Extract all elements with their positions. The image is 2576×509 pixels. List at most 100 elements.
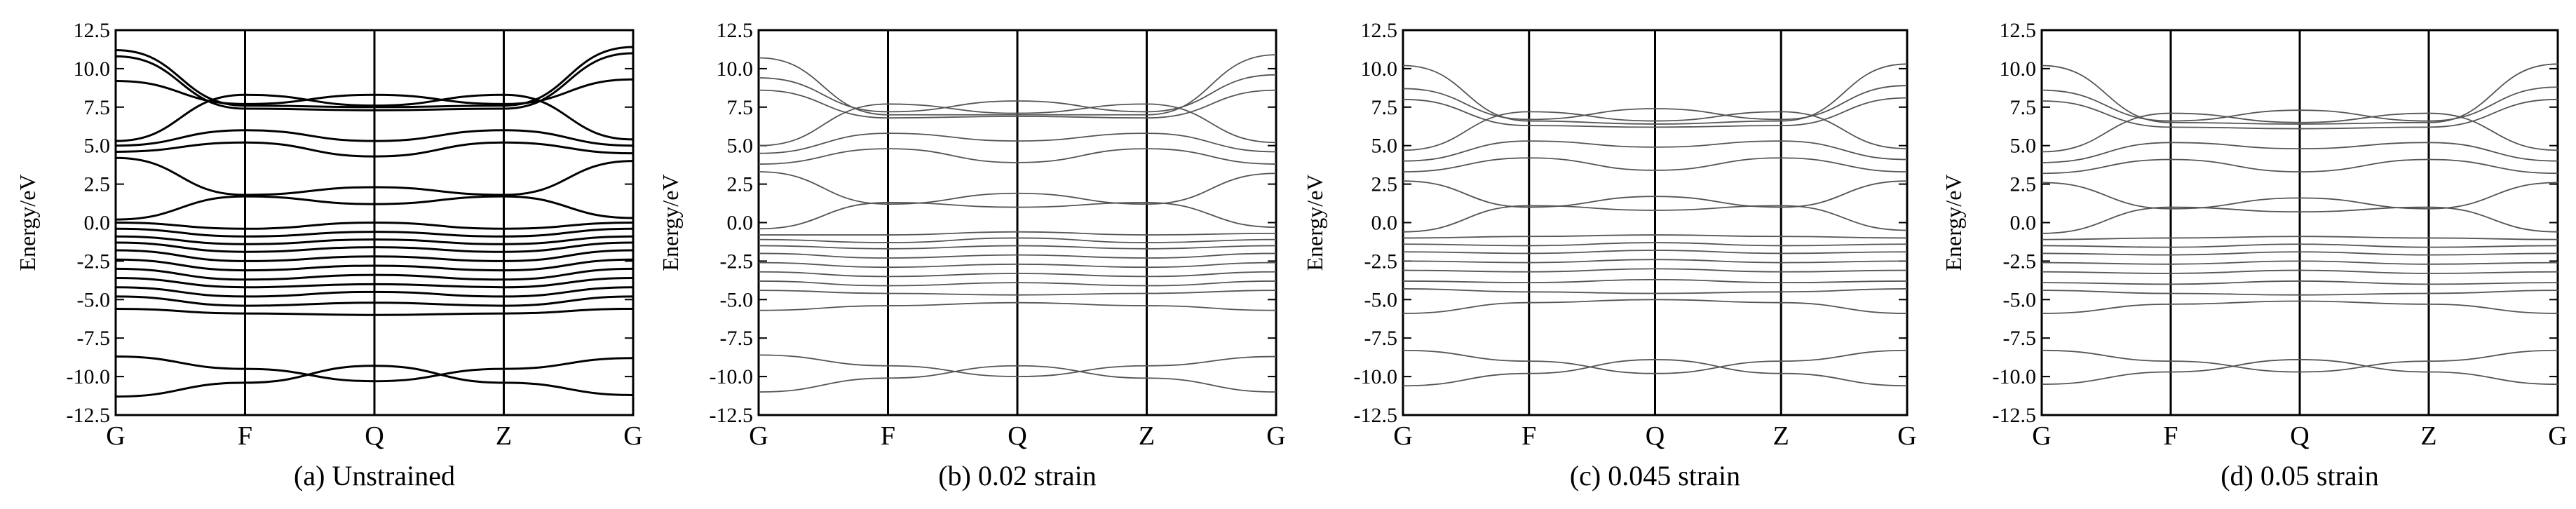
x-tick-label: Z (1139, 421, 1155, 451)
band-line-b6 (2041, 158, 2558, 175)
band-line-b10 (758, 237, 1277, 243)
band-line-b2 (2041, 86, 2558, 122)
y-tick-label: -2.5 (720, 250, 754, 273)
band-line-b20 (115, 355, 634, 383)
x-tick-label: Q (365, 421, 384, 451)
band-line-b14 (115, 258, 634, 272)
x-tick-label: G (1897, 421, 1916, 451)
y-tick-label: 7.5 (2010, 96, 2037, 119)
y-tick-label: -7.5 (1364, 327, 1398, 350)
panel-caption: (a) Unstrained (294, 460, 455, 491)
x-tick-label: G (623, 421, 642, 451)
band-line-b14 (758, 271, 1277, 278)
x-tick-label: G (1266, 421, 1285, 451)
band-line-b15 (115, 267, 634, 281)
y-tick-label: -5.0 (720, 288, 754, 311)
y-tick-label: 12.5 (1361, 19, 1398, 42)
band-line-b15 (2041, 290, 2558, 296)
panel-caption: (b) 0.02 strain (938, 460, 1097, 491)
band-line-b12 (758, 252, 1277, 259)
y-tick-label: -2.5 (77, 250, 111, 273)
x-tick-label: Q (1646, 421, 1665, 451)
x-tick-label: Z (496, 421, 512, 451)
y-tick-label: 7.5 (727, 96, 754, 119)
band-line-b4 (758, 103, 1277, 147)
y-tick-label: 5.0 (2010, 135, 2037, 158)
band-line-b7 (1402, 180, 1908, 208)
panel-1: 12.5 10.0 7.5 5.0 2.5 0.0 -2.5 -5.0 -7.5 -10.0 -12… (15, 19, 643, 491)
band-line-b11 (1402, 250, 1908, 254)
x-tick-label: F (881, 421, 895, 451)
y-tick-label: 0.0 (727, 212, 754, 235)
band-line-b7 (2041, 182, 2558, 210)
band-line-b14 (2041, 280, 2558, 285)
band-line-b10 (115, 227, 634, 238)
band-line-b12 (2041, 260, 2558, 265)
y-tick-label: 2.5 (84, 173, 111, 196)
band-line-b5 (758, 133, 1277, 154)
band-line-b12 (1402, 259, 1908, 264)
band-line-b8 (2041, 206, 2558, 234)
band-line-b12 (115, 241, 634, 253)
band-line-b4 (1402, 111, 1908, 151)
band-line-b17 (2041, 349, 2558, 373)
band-line-b17 (1402, 349, 1908, 374)
band-line-b5 (115, 129, 634, 147)
band-line-b13 (115, 249, 634, 262)
band-line-b9 (2041, 236, 2558, 240)
x-tick-label: Z (2420, 421, 2436, 451)
y-tick-label: 10.0 (74, 57, 111, 81)
y-tick-label: -5.0 (2003, 288, 2037, 311)
y-tick-label: -12.5 (1993, 404, 2037, 427)
y-tick-label: -7.5 (77, 327, 111, 350)
x-tick-label: G (749, 421, 768, 451)
band-line-b18 (115, 295, 634, 307)
y-tick-label: -10.0 (710, 365, 754, 388)
band-line-b18 (758, 354, 1277, 378)
band-line-b1 (1402, 63, 1908, 125)
y-tick-label: 2.5 (2010, 173, 2037, 196)
x-tick-label: F (1521, 421, 1536, 451)
y-tick-label: -7.5 (2003, 327, 2037, 350)
band-line-b19 (115, 307, 634, 316)
band-line-b13 (758, 262, 1277, 269)
band-line-b6 (1402, 157, 1908, 172)
band-line-b17 (115, 286, 634, 298)
y-tick-label: 7.5 (84, 96, 111, 119)
band-line-b16 (1402, 299, 1908, 314)
band-line-b16 (2041, 300, 2558, 314)
x-tick-label: F (2163, 421, 2178, 451)
band-line-b9 (1402, 234, 1908, 239)
y-tick-label: 0.0 (84, 212, 111, 235)
band-line-b19 (758, 365, 1277, 393)
y-tick-label: 5.0 (1371, 135, 1398, 158)
x-tick-label: G (2548, 421, 2567, 451)
band-line-b15 (1402, 288, 1908, 294)
y-axis-label: Energy/eV (658, 174, 683, 271)
y-tick-label: 0.0 (2010, 212, 2037, 235)
band-line-b8 (758, 202, 1277, 230)
x-tick-label: G (2032, 421, 2051, 451)
y-tick-label: -12.5 (1354, 404, 1398, 427)
band-line-b8 (1402, 205, 1908, 233)
y-tick-label: 2.5 (727, 173, 754, 196)
band-line-b5 (1402, 140, 1908, 162)
band-line-b11 (758, 245, 1277, 250)
band-line-b13 (2041, 269, 2558, 274)
band-line-b21 (115, 365, 634, 398)
y-tick-label: 0.0 (1371, 212, 1398, 235)
band-line-b4 (115, 93, 634, 142)
panel-4: 12.5 10.0 7.5 5.0 2.5 0.0 -2.5 -5.0 -7.5 -10.0 -12… (1941, 19, 2568, 491)
y-tick-label: -5.0 (1364, 288, 1398, 311)
band-line-b7 (115, 156, 634, 196)
x-tick-label: Q (1008, 421, 1026, 451)
band-line-b7 (758, 171, 1277, 205)
band-line-b3 (2041, 98, 2558, 130)
y-tick-label: -10.0 (1993, 365, 2037, 388)
band-line-b11 (2041, 251, 2558, 256)
band-line-b1 (115, 46, 634, 109)
y-tick-label: 10.0 (717, 57, 754, 81)
band-line-b16 (758, 290, 1277, 296)
y-axis-label: Energy/eV (1302, 174, 1327, 271)
y-tick-label: -5.0 (77, 288, 111, 311)
